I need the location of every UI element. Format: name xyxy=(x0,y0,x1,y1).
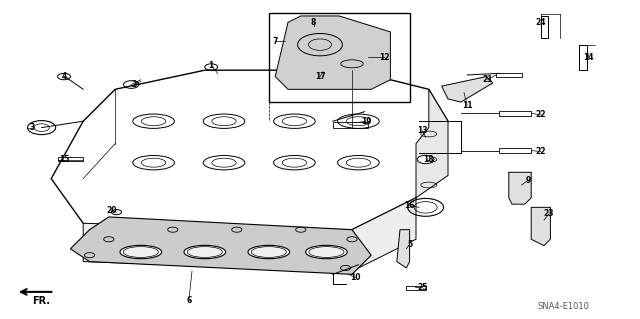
Text: 22: 22 xyxy=(536,147,546,156)
Bar xyxy=(333,122,368,128)
Text: 2: 2 xyxy=(132,80,137,89)
Text: 22: 22 xyxy=(536,110,546,119)
Polygon shape xyxy=(416,89,448,198)
Bar xyxy=(541,16,548,38)
Text: 16: 16 xyxy=(404,201,415,210)
Ellipse shape xyxy=(252,247,287,257)
Text: 17: 17 xyxy=(315,72,325,81)
Text: FR.: FR. xyxy=(33,296,51,306)
Ellipse shape xyxy=(248,245,290,259)
Text: 25: 25 xyxy=(417,283,428,292)
Polygon shape xyxy=(509,172,531,204)
Text: 18: 18 xyxy=(424,155,434,164)
Ellipse shape xyxy=(120,245,162,259)
Text: 14: 14 xyxy=(584,53,594,62)
Polygon shape xyxy=(275,16,390,89)
Text: 1: 1 xyxy=(209,61,214,70)
Text: 3: 3 xyxy=(29,123,35,132)
Bar xyxy=(496,73,522,77)
Bar xyxy=(58,157,83,161)
Text: 4: 4 xyxy=(61,72,67,81)
Text: 9: 9 xyxy=(525,176,531,185)
Text: 8: 8 xyxy=(311,18,316,27)
Bar xyxy=(579,45,587,70)
Polygon shape xyxy=(83,198,416,271)
Ellipse shape xyxy=(188,247,223,257)
Text: 20: 20 xyxy=(107,206,117,215)
Bar xyxy=(406,286,426,290)
Ellipse shape xyxy=(308,247,344,257)
Text: 7: 7 xyxy=(273,37,278,46)
Text: 24: 24 xyxy=(536,18,546,27)
Bar xyxy=(499,111,531,116)
Polygon shape xyxy=(442,77,493,102)
Bar xyxy=(269,13,410,102)
Text: 19: 19 xyxy=(361,117,371,126)
Text: 10: 10 xyxy=(350,273,360,282)
Text: 15: 15 xyxy=(59,155,69,164)
Text: 13: 13 xyxy=(417,126,428,135)
Ellipse shape xyxy=(124,247,159,257)
Polygon shape xyxy=(397,230,410,268)
Text: 11: 11 xyxy=(462,101,472,110)
Text: SNA4-E1010: SNA4-E1010 xyxy=(537,302,589,311)
Text: 12: 12 xyxy=(379,53,389,62)
Ellipse shape xyxy=(306,245,347,259)
Text: 21: 21 xyxy=(483,75,493,84)
Bar xyxy=(499,148,531,153)
Text: 23: 23 xyxy=(544,209,554,218)
Text: 6: 6 xyxy=(186,296,191,305)
Polygon shape xyxy=(531,207,550,246)
Circle shape xyxy=(417,155,434,164)
Polygon shape xyxy=(70,217,371,274)
Ellipse shape xyxy=(184,245,226,259)
Text: 5: 5 xyxy=(407,240,412,249)
